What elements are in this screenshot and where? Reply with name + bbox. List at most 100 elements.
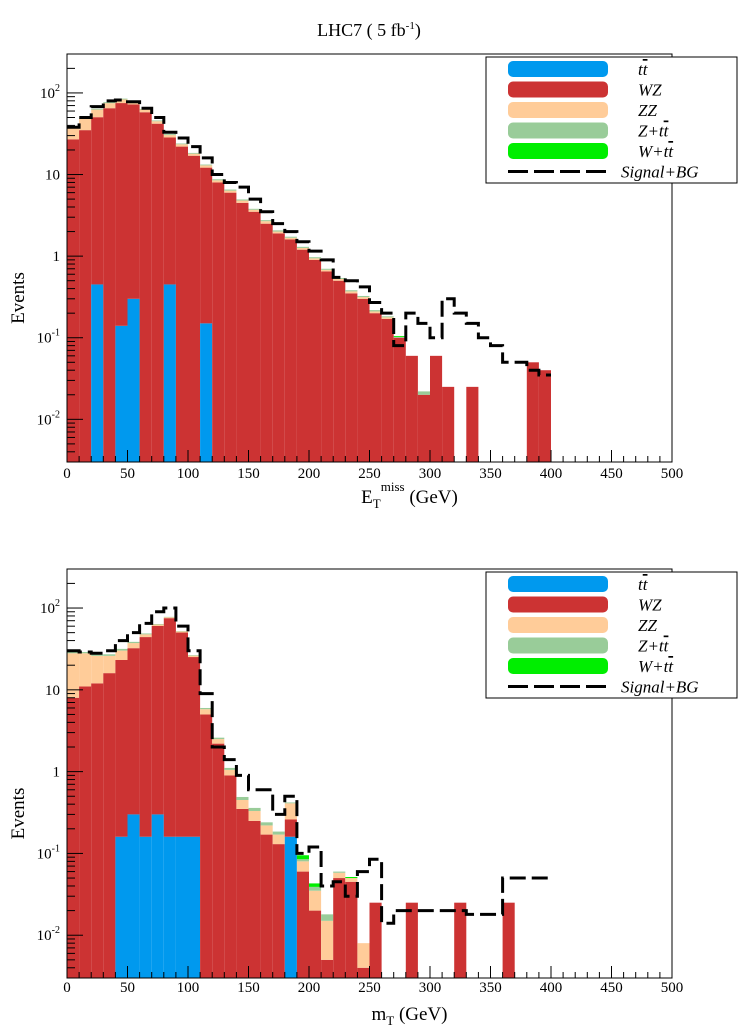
bar-WZ-390 xyxy=(538,370,551,462)
x-tick-label: 500 xyxy=(661,980,684,996)
y-axis-title: Events xyxy=(8,272,29,324)
bar-ZZ-30 xyxy=(103,103,116,109)
bar-WZ-10 xyxy=(79,130,92,462)
legend-label-WZ: WZ xyxy=(638,81,662,100)
bar-ZZ-140 xyxy=(236,200,249,203)
bar-WZ-220 xyxy=(333,878,346,978)
bar-WZ-50 xyxy=(127,104,140,299)
bar-ZZ-0 xyxy=(67,128,80,140)
bar-WZ-40 xyxy=(115,103,128,326)
bar-ZZ-200 xyxy=(309,258,322,260)
bar-tt-40 xyxy=(115,325,128,462)
bar-ZZ-50 xyxy=(127,643,140,649)
y-axis: 10-2 10-1 1 10 102 xyxy=(37,568,83,979)
chart-mt: 0 50 100 150 200 250 300 350 400 450 50010-210-111… xyxy=(8,568,738,1025)
bar-WZ-200 xyxy=(309,910,322,978)
bar-ZZ-210 xyxy=(321,269,334,272)
bar-WZ-270 xyxy=(393,337,406,462)
bar-ZZ-140 xyxy=(236,800,249,809)
bar-Wtt-230 xyxy=(345,877,358,879)
bar-ZZ-110 xyxy=(200,165,213,168)
x-tick-label: 350 xyxy=(479,980,502,996)
bar-WZ-40 xyxy=(115,659,128,837)
bar-Ztt-120 xyxy=(212,737,225,740)
x-tick-label: 450 xyxy=(600,466,623,482)
bar-Ztt-170 xyxy=(272,230,285,232)
x-tick-label: 50 xyxy=(120,466,135,482)
bar-tt-90 xyxy=(175,836,188,978)
bar-Ztt-20 xyxy=(91,654,104,656)
legend-swatch-Wtt xyxy=(508,143,608,159)
bar-WZ-310 xyxy=(442,386,455,462)
bar-WZ-380 xyxy=(526,362,539,462)
bar-WZ-210 xyxy=(321,959,334,978)
bar-tt-80 xyxy=(163,284,176,462)
legend-label-Wtt: W+tt xyxy=(638,657,674,676)
y-axis: 10-2 10-1 1 10 102 xyxy=(37,53,83,463)
bar-ZZ-180 xyxy=(284,237,297,240)
bar-WZ-240 xyxy=(357,298,370,462)
signal-bg-line xyxy=(67,98,551,377)
bar-WZ-150 xyxy=(248,820,261,978)
bar-WZ-80 xyxy=(163,137,176,285)
x-tick-label: 150 xyxy=(237,980,260,996)
bar-ZZ-170 xyxy=(272,834,285,845)
bar-WZ-230 xyxy=(345,881,358,978)
bar-Ztt-100 xyxy=(188,655,201,656)
bar-WZ-30 xyxy=(103,108,116,462)
bar-ZZ-190 xyxy=(296,247,309,250)
x-tick-label: 0 xyxy=(63,466,71,482)
bar-Ztt-210 xyxy=(321,268,334,270)
bar-ZZ-0 xyxy=(67,653,80,698)
legend-swatch-ZZ xyxy=(508,617,608,633)
bar-WZ-320 xyxy=(454,902,467,978)
bar-Ztt-140 xyxy=(236,199,249,201)
bar-Ztt-110 xyxy=(200,164,213,166)
bar-ZZ-130 xyxy=(224,769,237,776)
legend-swatch-ZZ xyxy=(508,102,608,118)
x-axis-title: ETmiss (GeV) xyxy=(361,479,458,511)
histogram-bars xyxy=(67,616,515,978)
legend-label-ZZ: ZZ xyxy=(638,101,657,120)
bar-tt-40 xyxy=(115,836,128,978)
x-tick-label: 50 xyxy=(120,980,135,996)
bar-Ztt-50 xyxy=(127,641,140,644)
signal-bg-line xyxy=(67,606,551,925)
bar-Ztt-130 xyxy=(224,767,237,770)
y-tick-label: 10-2 xyxy=(37,925,60,944)
bar-Ztt-220 xyxy=(333,871,346,873)
legend-label-Ztt: Z+tt xyxy=(638,637,670,656)
bar-WZ-60 xyxy=(139,637,152,837)
bar-ZZ-30 xyxy=(103,655,116,674)
legend-swatch-Ztt xyxy=(508,637,608,654)
bar-ZZ-130 xyxy=(224,190,237,193)
legend-label-ZZ: ZZ xyxy=(638,616,657,635)
bar-tt-180 xyxy=(284,836,297,978)
x-axis-title: mT (GeV) xyxy=(371,1004,447,1025)
x-axis: 0 50 100 150 200 250 300 350 400 450 500 xyxy=(63,450,683,482)
bar-WZ-110 xyxy=(200,167,213,324)
x-tick-label: 250 xyxy=(358,980,381,996)
legend-swatch-Wtt xyxy=(508,658,608,674)
bar-Ztt-30 xyxy=(103,654,116,656)
bar-ZZ-240 xyxy=(357,943,370,968)
histogram-bars xyxy=(67,98,551,463)
x-tick-label: 450 xyxy=(600,980,623,996)
bar-tt-110 xyxy=(200,323,213,462)
bar-ZZ-90 xyxy=(175,144,188,147)
bar-WZ-90 xyxy=(175,146,188,462)
y-tick-label: 102 xyxy=(40,598,60,617)
bar-WZ-260 xyxy=(381,318,394,462)
bar-WZ-130 xyxy=(224,775,237,978)
legend-label-signal: Signal+BG xyxy=(621,163,699,182)
bar-WZ-250 xyxy=(369,902,382,978)
bar-ZZ-10 xyxy=(79,118,92,131)
bar-WZ-130 xyxy=(224,192,237,462)
bar-Wtt-190 xyxy=(296,855,309,860)
legend-label-WZ: WZ xyxy=(638,596,662,615)
bar-tt-70 xyxy=(151,814,164,978)
bar-Ztt-160 xyxy=(260,220,273,222)
bar-ZZ-20 xyxy=(91,109,104,118)
legend-swatch-tt xyxy=(508,61,608,77)
bar-Ztt-90 xyxy=(175,143,188,145)
